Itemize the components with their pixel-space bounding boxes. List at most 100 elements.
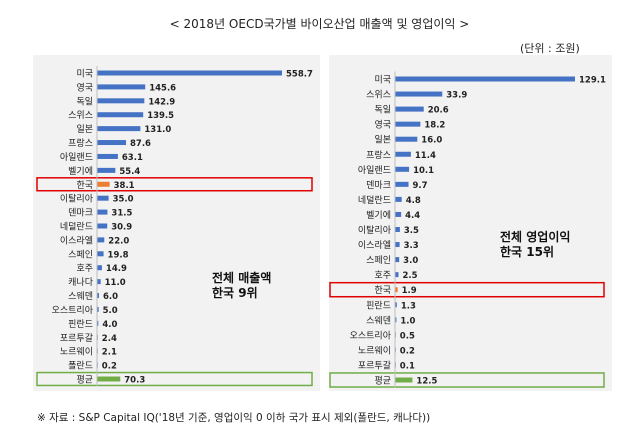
profit-value-label: 2.5 <box>402 271 417 281</box>
sales-category-label: 일본 <box>76 124 93 135</box>
profit-category-label: 스웨덴 <box>366 314 391 326</box>
profit-category-label: 오스트리아 <box>350 330 392 341</box>
profit-category-label: 호주 <box>374 270 391 281</box>
sales-category-label: 이스라엘 <box>60 235 93 246</box>
sales-value-label: 19.8 <box>108 250 129 260</box>
profit-average-highlight-box <box>329 372 605 388</box>
profit-value-label: 11.4 <box>415 151 436 161</box>
sales-category-label: 벨기에 <box>68 166 93 177</box>
profit-value-label: 0.5 <box>400 331 415 341</box>
profit-bar <box>395 227 400 232</box>
left-chart-panel <box>33 55 320 391</box>
profit-bar <box>395 272 399 278</box>
sales-value-label: 38.1 <box>114 181 135 191</box>
sales-value-label: 2.4 <box>102 334 117 344</box>
sales-bar <box>97 279 101 285</box>
sales-value-label: 131.0 <box>144 125 171 135</box>
profit-category-label: 노르웨이 <box>358 344 391 356</box>
profit-category-label: 미국 <box>374 75 391 86</box>
profit-bar <box>395 242 400 248</box>
sales-bar <box>97 237 105 243</box>
profit-bar <box>395 106 424 112</box>
profit-value-label: 0.2 <box>400 346 415 356</box>
sales-category-label: 이탈리아 <box>60 194 94 205</box>
profit-value-label: 33.9 <box>446 91 467 101</box>
profit-bar <box>395 317 397 323</box>
profit-value-label: 0.1 <box>400 361 415 371</box>
sales-category-label: 영국 <box>76 82 93 93</box>
sales-value-label: 4.0 <box>102 320 117 330</box>
sales-bar <box>97 209 108 215</box>
sales-annotation-line: 전체 매출액 <box>212 270 271 285</box>
operating-profit-chart: 미국 129.1 스위스 33.9 독일 20.6 영국 18.2 일본 16.0 프랑스 11.4 아… <box>329 71 606 388</box>
sales-value-label: 22.0 <box>108 236 129 246</box>
profit-bar <box>395 257 400 263</box>
profit-bar <box>395 377 413 383</box>
sales-category-label: 독일 <box>76 96 93 107</box>
sales-bar <box>97 293 99 299</box>
profit-value-label: 3.3 <box>404 241 419 251</box>
sales-value-label: 2.1 <box>102 348 117 358</box>
profit-value-label: 20.6 <box>428 106 449 116</box>
profit-annotation-line: 한국 15위 <box>500 244 554 259</box>
profit-category-label: 이스라엘 <box>358 240 391 251</box>
profit-bar <box>395 211 402 217</box>
profit-value-label: 9.7 <box>413 181 428 191</box>
profit-category-label: 영국 <box>374 120 391 131</box>
source-note: ※ 자료 : S&P Capital IQ('18년 기준, 영업이익 0 이하… <box>37 412 431 424</box>
sales-category-label: 덴마크 <box>68 208 93 219</box>
profit-category-label: 이탈리아 <box>358 225 392 236</box>
sales-category-label: 한국 <box>76 180 93 191</box>
profit-bar <box>395 121 421 127</box>
sales-bar <box>97 223 108 229</box>
profit-bar <box>395 287 398 293</box>
sales-value-label: 55.4 <box>119 167 140 177</box>
profit-bar <box>395 151 411 157</box>
sales-value-label: 35.0 <box>113 195 134 205</box>
profit-category-label: 한국 <box>374 285 391 296</box>
sales-bar <box>97 376 121 382</box>
sales-category-label: 아일랜드 <box>60 152 93 163</box>
sales-annotation-line: 한국 9위 <box>212 285 258 300</box>
sales-category-label: 캐나다 <box>68 277 94 288</box>
profit-value-label: 1.0 <box>400 316 415 326</box>
profit-category-label: 벨기에 <box>366 210 391 221</box>
sales-bar <box>97 251 104 257</box>
profit-category-label: 네덜란드 <box>358 194 391 206</box>
sales-bar <box>97 306 99 312</box>
profit-category-label: 스페인 <box>366 255 391 266</box>
sales-value-label: 63.1 <box>122 153 143 163</box>
sales-bar <box>97 153 118 159</box>
profit-category-label: 덴마크 <box>366 180 391 191</box>
unit-label: (단위 : 조원) <box>520 42 580 55</box>
right-chart-panel <box>329 55 612 391</box>
sales-category-label: 네덜란드 <box>60 221 93 233</box>
sales-value-label: 87.6 <box>130 139 151 149</box>
profit-value-label: 12.5 <box>416 377 437 387</box>
sales-value-label: 6.0 <box>103 292 118 302</box>
profit-category-label: 아일랜드 <box>358 165 391 176</box>
sales-bar <box>97 112 144 118</box>
sales-bar <box>97 265 102 271</box>
sales-category-label: 프랑스 <box>68 137 93 149</box>
profit-category-label: 독일 <box>374 105 391 116</box>
profit-category-label: 프랑스 <box>366 149 391 161</box>
sales-value-label: 30.9 <box>111 223 132 233</box>
sales-category-label: 오스트리아 <box>52 305 94 316</box>
sales-value-label: 11.0 <box>105 278 126 288</box>
sales-category-label: 미국 <box>76 69 93 80</box>
sales-value-label: 139.5 <box>147 111 174 121</box>
profit-category-label: 스위스 <box>366 90 391 101</box>
profit-bar <box>395 166 410 172</box>
profit-value-label: 4.8 <box>406 196 421 206</box>
sales-value-label: 145.6 <box>149 83 176 93</box>
profit-value-label: 129.1 <box>579 76 606 86</box>
sales-category-label: 스페인 <box>68 249 93 260</box>
sales-value-label: 31.5 <box>111 209 132 219</box>
profit-value-label: 1.9 <box>402 286 417 296</box>
sales-bar <box>97 84 146 90</box>
profit-value-label: 10.1 <box>413 166 434 176</box>
profit-bar <box>395 91 443 97</box>
sales-value-label: 142.9 <box>148 97 175 107</box>
